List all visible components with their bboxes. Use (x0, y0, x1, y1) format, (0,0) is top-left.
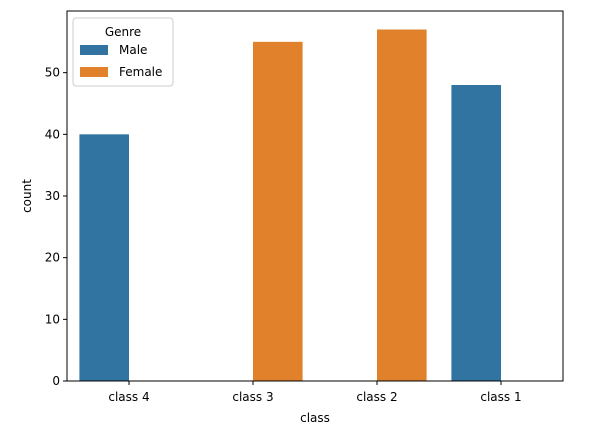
x-tick-label: class 1 (480, 390, 521, 404)
x-tick-label: class 3 (232, 390, 273, 404)
bar-female-class-3 (253, 41, 303, 381)
legend-label-male: Male (119, 43, 147, 57)
y-tick-label: 30 (45, 189, 60, 203)
y-tick-label: 50 (45, 66, 60, 80)
bar-male-class-4 (79, 134, 129, 381)
y-axis: 0 10 20 30 40 50 (45, 66, 67, 388)
y-tick-label: 0 (52, 374, 60, 388)
legend-swatch-female (80, 67, 108, 77)
legend-title: Genre (105, 25, 141, 39)
legend-items: Male Female (80, 43, 162, 79)
x-axis-label: class (300, 411, 330, 425)
y-tick-label: 20 (45, 251, 60, 265)
bar-male-class-1 (451, 85, 501, 381)
y-axis-label: count (20, 179, 34, 213)
x-tick-label: class 2 (356, 390, 397, 404)
plot-frame (66, 10, 564, 382)
bar-female-class-2 (377, 29, 427, 381)
bars-group (79, 29, 501, 381)
y-tick-label: 10 (45, 312, 60, 326)
legend-label-female: Female (119, 65, 162, 79)
x-axis: class 4 class 3 class 2 class 1 (108, 381, 522, 404)
legend: Genre Male Female (72, 17, 174, 87)
x-tick-label: class 4 (108, 390, 149, 404)
legend-swatch-male (80, 45, 108, 55)
y-tick-label: 40 (45, 127, 60, 141)
